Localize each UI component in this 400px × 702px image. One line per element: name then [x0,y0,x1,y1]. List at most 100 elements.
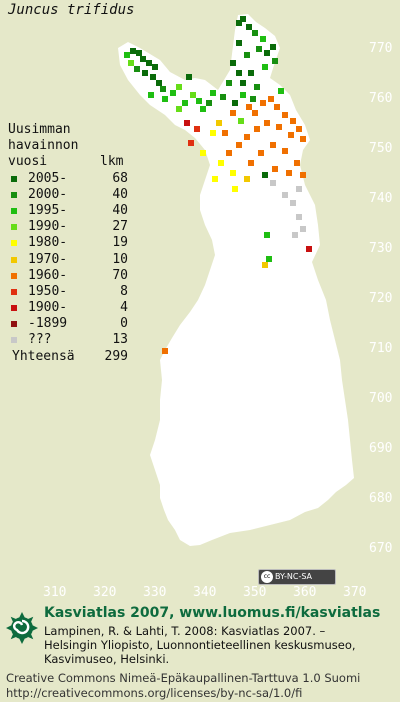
legend-col-year: vuosi [8,154,48,170]
observation-square [196,98,202,104]
footer-license-line-2: http://creativecommons.org/licenses/by-n… [6,685,303,700]
legend-row: 2000- 40 [8,187,128,203]
x-tick-label: 360 [293,585,316,600]
x-axis-ticks: 310 320 330 340 350 360 370 [43,585,366,600]
legend-rows: 2005- 68 2000- 40 1995- 40 1990- 27 1980- 19 1970-… [8,170,128,349]
observation-square [230,60,236,66]
observation-square [300,136,306,142]
legend-count: 0 [120,316,128,332]
observation-square [150,74,156,80]
observation-square [254,84,260,90]
y-tick-label: 710 [369,341,392,356]
kasviatlas-logo-icon [6,612,38,644]
cc-icon: cc [261,571,273,583]
observation-square [262,262,268,268]
observation-square [142,70,148,76]
observation-square [282,148,288,154]
x-tick-label: 330 [143,585,166,600]
footer-heading: Kasviatlas 2007, www.luomus.fi/kasviatla… [44,605,381,621]
observation-square [258,150,264,156]
observation-square [260,36,266,42]
observation-square [248,160,254,166]
observation-square [152,64,158,70]
observation-square [282,192,288,198]
observation-square [128,60,134,66]
observation-square [270,180,276,186]
legend-count: 27 [112,219,128,235]
footer-license-line-1: Creative Commons Nimeä-Epäkaupallinen-Ta… [6,671,361,685]
legend-swatch [11,240,17,247]
observation-square [286,170,292,176]
observation-square [270,44,276,50]
legend-heading-line-2: havainnon [8,138,79,154]
observation-square [146,60,152,66]
observation-square [254,126,260,132]
legend-row: ??? 13 [8,332,128,348]
observation-square [272,58,278,64]
footer-cite-line-2: Helsingin Yliopisto, Luonnontieteellinen… [44,638,356,652]
observation-square [190,92,196,98]
observation-square [200,106,206,112]
observation-square [236,40,242,46]
legend-swatch [11,272,17,279]
y-tick-label: 760 [369,91,392,106]
observation-square [216,120,222,126]
footer-cite-line-3: Kasvimuseo, Helsinki. [44,652,170,666]
footer-license: Creative Commons Nimeä-Epäkaupallinen-Ta… [6,671,360,700]
legend-swatch [11,207,17,214]
legend-count: 19 [112,235,128,251]
observation-square [240,92,246,98]
finland-map [118,14,354,546]
legend-swatch [11,224,17,231]
x-tick-label: 350 [243,585,266,600]
y-tick-label: 730 [369,241,392,256]
y-tick-label: 690 [369,441,392,456]
observation-square [226,150,232,156]
legend-year: 1960- [28,267,68,283]
observation-square [288,132,294,138]
observation-square [270,142,276,148]
observation-square [248,70,254,76]
observation-square [296,214,302,220]
x-tick-label: 310 [43,585,66,600]
observation-square [252,30,258,36]
observation-square [246,24,252,30]
observation-dots [124,16,312,354]
observation-square [134,66,140,72]
observation-square [124,52,130,58]
observation-square [162,96,168,102]
y-tick-label: 720 [369,291,392,306]
observation-square [252,110,258,116]
observation-square [250,96,256,102]
observation-square [176,106,182,112]
legend-swatch [11,288,17,295]
finland-land [118,14,354,546]
observation-square [210,130,216,136]
observation-square [266,256,272,262]
observation-square [246,104,252,110]
legend-total-label: Yhteensä [12,348,75,364]
legend-year: 2005- [28,170,68,186]
y-axis-ticks: 770 760 750 740 730 720 710 700 690 680 670 [369,41,392,556]
observation-square [194,126,200,132]
observation-square [220,94,226,100]
observation-square [206,100,212,106]
legend-year: 1990- [28,219,68,235]
observation-square [244,176,250,182]
legend-year: 1980- [28,235,68,251]
observation-square [264,120,270,126]
legend-swatch [11,175,17,182]
observation-square [130,48,136,54]
legend-row: 1995- 40 [8,203,128,219]
x-tick-label: 320 [93,585,116,600]
observation-square [276,124,282,130]
observation-square [156,80,162,86]
observation-square [264,50,270,56]
observation-square [200,150,206,156]
map-area: 770 760 750 740 730 720 710 700 690 680 670 310 320… [43,14,392,600]
observation-square [240,16,246,22]
x-tick-label: 370 [343,585,366,600]
observation-square [218,160,224,166]
observation-square [238,118,244,124]
observation-square [236,142,242,148]
